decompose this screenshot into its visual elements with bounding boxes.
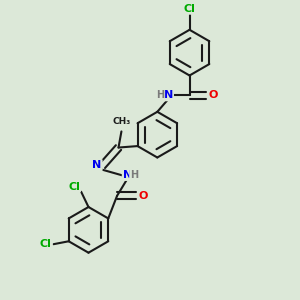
Text: Cl: Cl	[68, 182, 80, 191]
Text: N: N	[123, 170, 132, 180]
Text: N: N	[92, 160, 102, 170]
Text: CH₃: CH₃	[112, 117, 130, 126]
Text: O: O	[208, 90, 218, 100]
Text: Cl: Cl	[40, 239, 52, 249]
Text: H: H	[156, 90, 164, 100]
Text: N: N	[164, 90, 173, 100]
Text: O: O	[138, 191, 148, 201]
Text: Cl: Cl	[184, 4, 196, 14]
Text: H: H	[130, 170, 138, 180]
